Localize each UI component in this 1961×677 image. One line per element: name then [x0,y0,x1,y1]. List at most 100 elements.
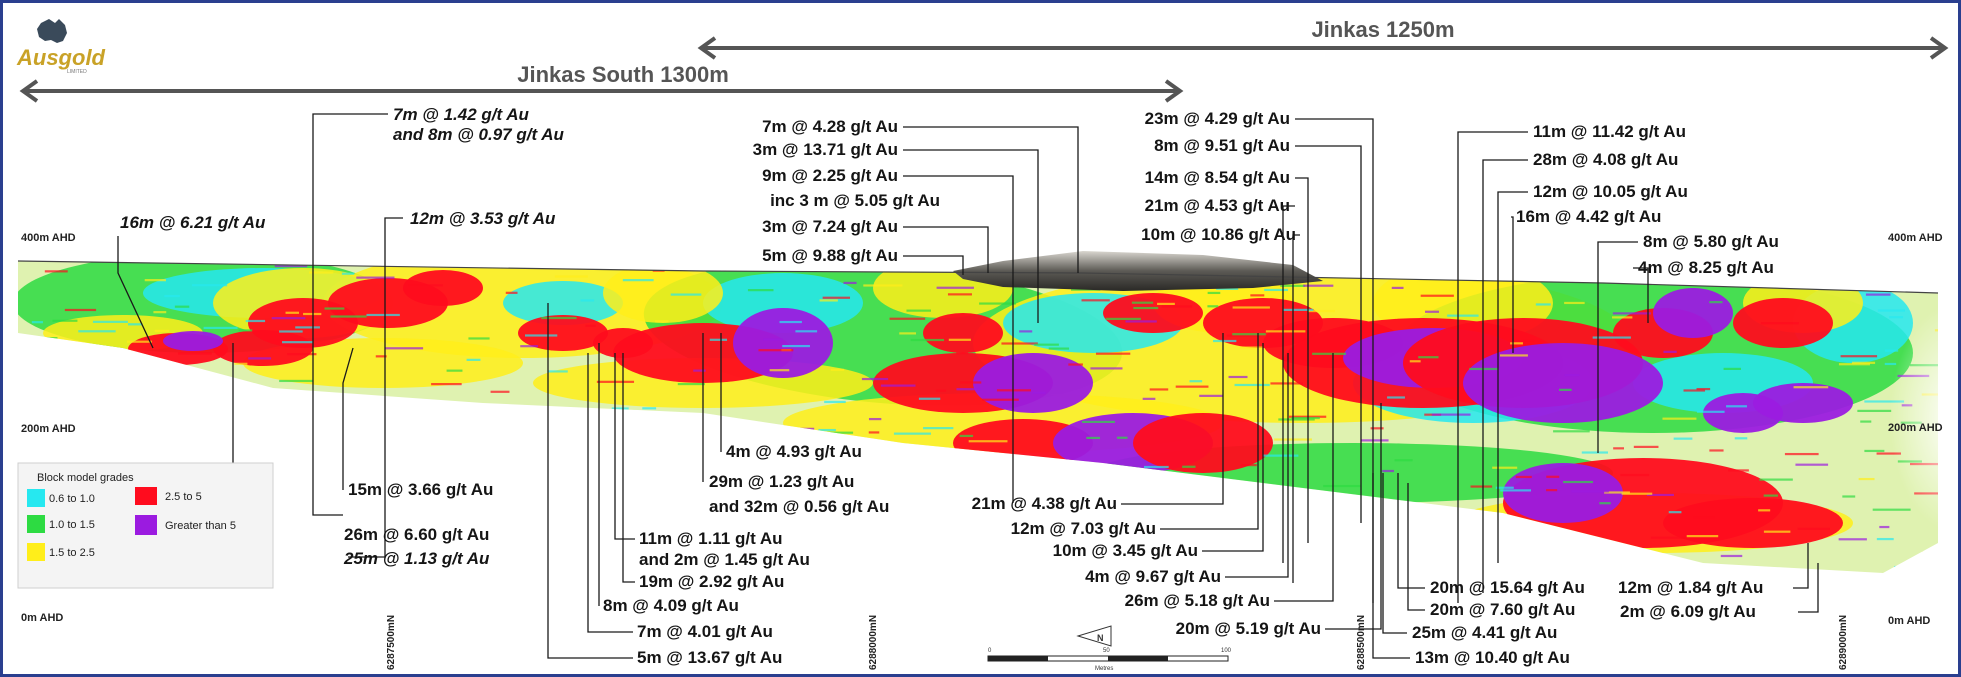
leader-line-33 [1633,267,1649,323]
northing-6288000: 6288000mN [868,615,879,670]
section-label-jinkas: Jinkas 1250m [1311,17,1454,42]
block-cell [889,317,926,320]
block-cell [370,504,382,508]
block-cell [1631,556,1654,559]
block-cell [44,270,68,273]
block-cell [1500,489,1532,492]
intercept-label-18: 19m @ 2.92 g/t Au [639,572,784,591]
intercept-label-34: 28m @ 4.08 g/t Au [1533,150,1678,169]
block-cell [979,302,1016,305]
block-cell [1308,309,1335,313]
leader-line-2 [117,236,154,349]
block-cell [1323,484,1361,488]
block-cell [1662,417,1697,420]
block-cell [249,398,289,401]
block-cell [782,344,810,348]
block-cell [700,422,727,426]
intercept-label-30: 4m @ 9.67 g/t Au [1085,567,1221,586]
block-cell [779,532,812,535]
block-cell [884,490,905,493]
block-cell [78,330,116,333]
block-cell [906,309,931,312]
intercept-label-36: 16m @ 4.42 g/t Au [1516,207,1661,226]
block-cell [1250,294,1265,297]
block-cell [385,347,424,350]
block-cell [848,468,888,472]
block-cell [1086,436,1101,440]
intercept-label-14: 29m @ 1.23 g/t Au [709,472,854,491]
block-cell [466,507,482,510]
block-cell [693,369,706,372]
block-cell [900,548,931,551]
leader-line-15 [587,353,633,633]
legend-swatch-0 [27,489,45,507]
block-cell [824,400,846,404]
block-cell [894,531,922,534]
block-cell [1161,305,1193,308]
block-cell [1048,347,1070,350]
rl-200-right: 200m AHD [1888,422,1943,434]
intercept-label-40: 20m @ 7.60 g/t Au [1430,600,1575,619]
block-cell [521,552,536,555]
grade-shell-52 [923,313,1003,353]
leader-line-34 [1397,473,1425,589]
intercept-label-10: inc 3 m @ 5.05 g/t Au [770,191,940,210]
block-cell [1312,352,1347,355]
block-cell [947,293,972,296]
block-cell [548,370,568,373]
block-cell [239,397,266,400]
intercept-leader-lines [117,113,1819,659]
block-cell [27,440,61,443]
block-cell [504,407,518,411]
block-cell [547,549,577,552]
block-cell [1420,294,1454,297]
block-cell [1564,374,1580,377]
leader-line-23 [1160,333,1259,530]
intercept-label-8: 3m @ 13.71 g/t Au [753,140,898,159]
block-cell [31,321,43,324]
block-model [18,251,1958,583]
block-cell [431,383,462,386]
legend-swatch-2 [27,543,45,561]
block-cell [466,358,481,361]
block-cell [1207,291,1221,295]
block-cell [223,414,247,418]
northing-6287500: 6287500mN [386,615,397,670]
grade-shells [18,261,1913,553]
block-cell [1081,299,1110,302]
block-cell [65,367,93,370]
block-cell [74,435,106,438]
block-cell [1239,346,1264,349]
block-cell [918,397,941,400]
block-cell [490,390,510,393]
rl-400-right: 400m AHD [1888,232,1943,244]
intercept-label-20: 7m @ 4.01 g/t Au [637,622,773,641]
leader-line-13 [622,353,635,583]
block-cell [1142,397,1156,400]
block-cell [366,313,400,317]
block-cell [524,334,558,337]
ausgold-logo: Ausgold LIMITED [16,19,106,75]
block-cell [1391,286,1404,289]
block-cell [128,323,143,326]
block-cell [1492,466,1518,469]
rl-200-left: 200m AHD [21,423,76,435]
northing-6288500: 6288500mN [1356,615,1367,670]
block-cell [1219,568,1255,571]
block-cell [52,319,78,322]
leader-line-3 [342,347,354,490]
block-cell [1546,489,1558,492]
block-cell [931,485,950,488]
scale-tick-0: 0 [988,648,992,654]
leader-line-32 [1597,241,1638,453]
block-cell [1216,287,1239,290]
leader-line-27 [1325,403,1382,630]
scale-bar: 0 50 100 Metres [987,648,1232,672]
block-cell [611,407,629,410]
block-cell [1425,310,1440,313]
block-cell [530,557,541,560]
block-cell [1581,451,1608,454]
block-cell [677,382,705,386]
block-cell [402,424,422,427]
